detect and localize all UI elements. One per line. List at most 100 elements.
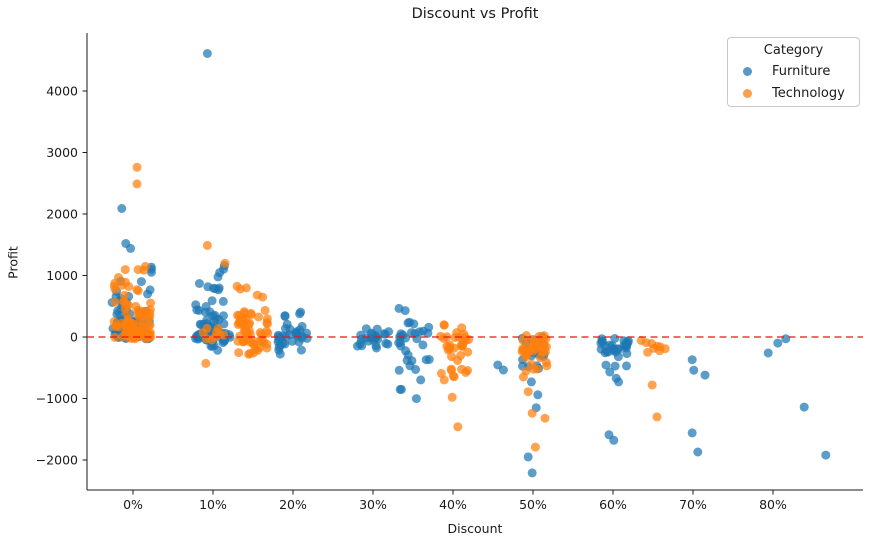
data-point-furniture bbox=[689, 365, 699, 375]
data-point-furniture bbox=[614, 377, 624, 387]
data-point-furniture bbox=[405, 361, 415, 371]
data-point-furniture bbox=[605, 367, 615, 377]
data-point-furniture bbox=[395, 384, 405, 394]
data-point-furniture bbox=[409, 319, 419, 329]
data-point-technology bbox=[245, 348, 255, 358]
data-point-furniture bbox=[353, 341, 362, 351]
data-point-technology bbox=[447, 392, 457, 402]
data-point-furniture bbox=[117, 204, 127, 213]
data-point-furniture bbox=[208, 311, 218, 321]
data-point-technology bbox=[456, 340, 466, 350]
data-point-furniture bbox=[143, 289, 153, 299]
data-point-furniture bbox=[274, 332, 283, 341]
data-point-technology bbox=[120, 290, 129, 300]
data-point-technology bbox=[132, 179, 142, 189]
data-point-furniture bbox=[213, 272, 223, 282]
data-point-technology bbox=[201, 358, 211, 368]
data-point-technology bbox=[262, 319, 272, 329]
data-point-technology bbox=[456, 351, 466, 360]
y-tick-label: 1000 bbox=[46, 268, 78, 283]
data-point-furniture bbox=[533, 390, 543, 400]
data-point-furniture bbox=[601, 360, 611, 370]
data-point-technology bbox=[234, 348, 244, 358]
data-point-furniture bbox=[687, 355, 697, 365]
data-point-furniture bbox=[295, 309, 305, 319]
data-point-technology bbox=[445, 340, 455, 350]
y-tick-label: 4000 bbox=[46, 83, 78, 98]
data-point-furniture bbox=[610, 334, 620, 343]
data-point-technology bbox=[246, 308, 256, 318]
technology-marker-icon bbox=[743, 88, 752, 98]
data-point-technology bbox=[234, 310, 244, 320]
data-point-technology bbox=[255, 328, 265, 337]
data-point-technology bbox=[439, 320, 449, 330]
chart-title: Discount vs Profit bbox=[411, 6, 539, 22]
data-point-technology bbox=[527, 359, 536, 369]
legend-entry-furniture: Furniture bbox=[728, 60, 859, 82]
data-point-furniture bbox=[799, 402, 809, 412]
data-point-technology bbox=[463, 347, 473, 357]
data-point-technology bbox=[220, 258, 230, 268]
data-point-furniture bbox=[781, 334, 791, 344]
data-point-technology bbox=[652, 412, 662, 422]
data-point-technology bbox=[538, 334, 548, 344]
data-point-technology bbox=[260, 305, 270, 315]
data-point-furniture bbox=[203, 282, 213, 292]
data-point-technology bbox=[252, 290, 262, 300]
data-point-technology bbox=[530, 442, 540, 452]
data-point-technology bbox=[461, 368, 471, 377]
x-tick-label: 20% bbox=[279, 497, 307, 512]
data-point-technology bbox=[542, 361, 552, 371]
legend-entry-label: Technology bbox=[772, 85, 845, 101]
data-point-technology bbox=[254, 312, 263, 322]
data-point-technology bbox=[527, 408, 537, 418]
data-point-furniture bbox=[296, 345, 306, 355]
data-point-technology bbox=[263, 328, 273, 338]
data-point-technology bbox=[232, 281, 242, 291]
data-point-furniture bbox=[773, 338, 783, 348]
x-tick-label: 30% bbox=[359, 497, 387, 512]
data-point-furniture bbox=[136, 277, 146, 287]
data-point-furniture bbox=[302, 328, 311, 338]
data-point-furniture bbox=[281, 324, 290, 333]
data-point-technology bbox=[523, 387, 533, 397]
data-point-technology bbox=[647, 380, 657, 390]
data-point-technology bbox=[535, 353, 545, 363]
data-point-technology bbox=[647, 339, 657, 348]
data-point-furniture bbox=[596, 344, 606, 354]
y-tick-label: 2000 bbox=[46, 206, 78, 221]
data-point-furniture bbox=[207, 296, 217, 306]
data-point-technology bbox=[132, 285, 142, 295]
y-tick-label: 3000 bbox=[46, 145, 78, 160]
data-point-technology bbox=[529, 346, 538, 356]
data-point-furniture bbox=[609, 435, 619, 445]
data-point-technology bbox=[518, 344, 528, 353]
data-point-technology bbox=[448, 371, 458, 381]
data-point-furniture bbox=[396, 341, 406, 351]
data-point-furniture bbox=[597, 336, 607, 346]
data-point-technology bbox=[529, 340, 539, 350]
data-point-furniture bbox=[424, 322, 434, 332]
data-point-furniture bbox=[527, 468, 537, 478]
data-point-furniture bbox=[603, 347, 613, 357]
data-point-furniture bbox=[416, 375, 426, 385]
legend-title: Category bbox=[763, 43, 824, 58]
x-tick-label: 0% bbox=[123, 497, 143, 512]
data-point-furniture bbox=[379, 329, 389, 339]
data-point-furniture bbox=[622, 361, 631, 371]
data-point-furniture bbox=[403, 350, 413, 360]
furniture-marker-icon bbox=[743, 66, 752, 76]
x-tick-label: 60% bbox=[599, 497, 627, 512]
data-point-furniture bbox=[498, 365, 508, 375]
data-point-technology bbox=[253, 346, 263, 355]
legend-entry-label: Furniture bbox=[772, 63, 831, 79]
legend-entry-technology: Technology bbox=[728, 82, 859, 104]
data-point-furniture bbox=[202, 49, 212, 58]
data-point-furniture bbox=[700, 370, 710, 380]
data-point-technology bbox=[137, 306, 147, 316]
y-axis-label: Profit bbox=[5, 246, 21, 279]
data-point-technology bbox=[643, 347, 653, 357]
legend: Category Furniture Technology bbox=[727, 37, 860, 107]
